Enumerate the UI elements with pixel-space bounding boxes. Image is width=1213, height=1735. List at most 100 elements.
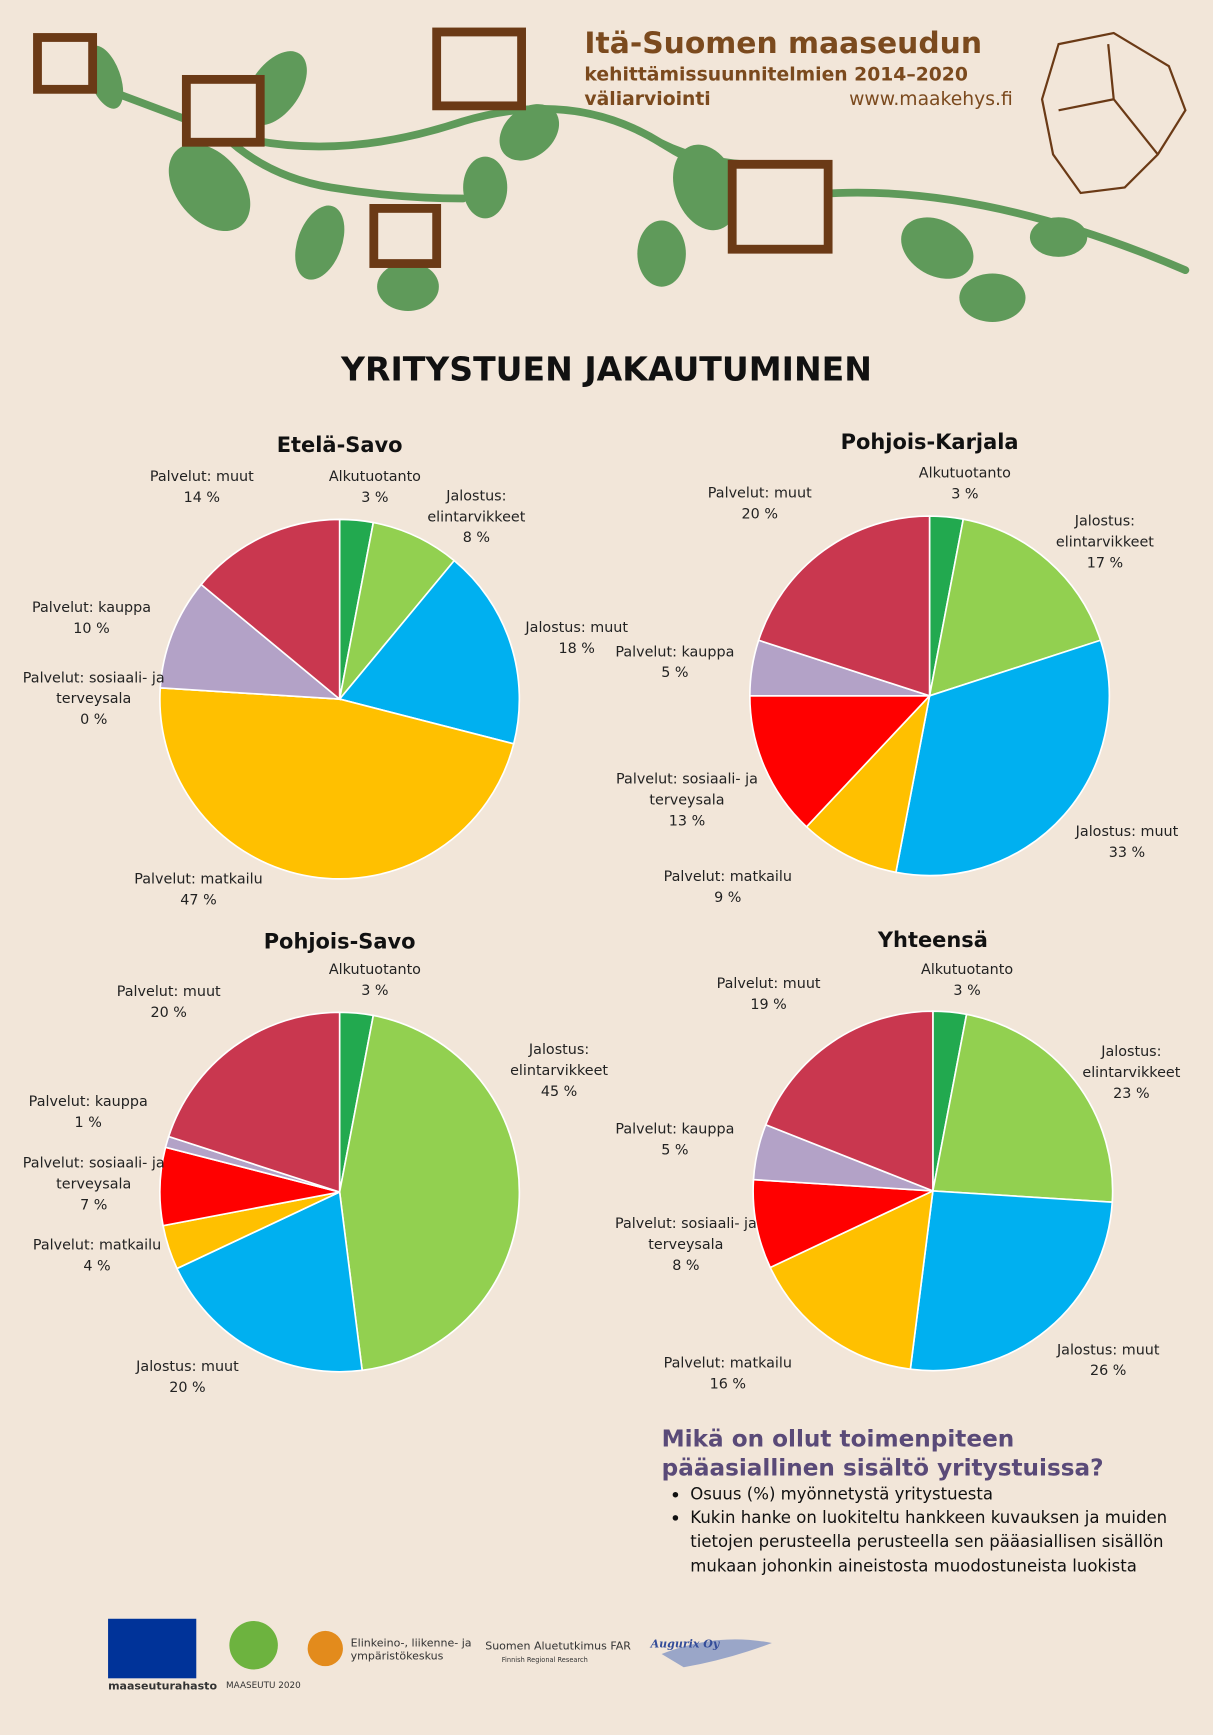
- pie-slice: [338, 1014, 521, 1372]
- value-label: 10 %: [73, 620, 110, 638]
- value-label: 14 %: [183, 489, 221, 507]
- pie-slice: [338, 521, 456, 700]
- slice-label: Palvelut: sosiaali- ja terveysala 8 %: [614, 1215, 757, 1277]
- value-label: 5 %: [661, 664, 689, 682]
- pie-slice: [769, 1189, 934, 1371]
- logo-text: Finnish Regional Research: [501, 1656, 588, 1664]
- main-title: YRITYSTUEN JAKAUTUMINEN: [341, 350, 872, 390]
- pie-slice: [764, 1010, 934, 1193]
- value-label: 18 %: [558, 640, 595, 658]
- value-label: 20 %: [169, 1379, 206, 1397]
- value-label: 3 %: [361, 982, 389, 1000]
- value-label: 8 %: [462, 529, 491, 547]
- value-label: 7 %: [80, 1196, 108, 1214]
- slice-label: Jalostus: elintarvikkeet 23 %: [1076, 1043, 1186, 1105]
- slice-label: Palvelut: sosiaali- ja terveysala 0 %: [22, 669, 165, 731]
- category-label: Palvelut: sosiaali- ja terveysala: [22, 1155, 165, 1193]
- slice-label: Jalostus: muut 33 %: [1055, 823, 1198, 865]
- category-label: Alkutuotanto: [328, 468, 421, 486]
- pie-slice: [894, 639, 1111, 877]
- category-label: Jalostus: elintarvikkeet: [1055, 513, 1154, 551]
- pie-title: Etelä-Savo: [276, 433, 403, 458]
- category-label: Palvelut: kauppa: [615, 1121, 735, 1139]
- value-label: 26 %: [1090, 1362, 1127, 1380]
- slice-label: Jalostus: elintarvikkeet 45 %: [504, 1041, 614, 1103]
- note-list: Osuus (%) myönnetystä yritystuesta Kukin…: [662, 1483, 1191, 1579]
- slice-label: Alkutuotanto 3 %: [303, 961, 446, 1003]
- pie-slice: [159, 686, 515, 880]
- category-label: Palvelut: sosiaali- ja terveysala: [616, 771, 758, 809]
- value-label: 20 %: [741, 506, 778, 523]
- pie-slice: [909, 1190, 1114, 1372]
- pie-title: Pohjois-Savo: [263, 929, 416, 954]
- category-label: Jalostus: elintarvikkeet: [1082, 1043, 1181, 1082]
- note-bullet: Osuus (%) myönnetystä yritystuesta: [690, 1483, 1191, 1507]
- value-label: 16 %: [709, 1376, 746, 1393]
- logo-text: Augurix Oy: [650, 1638, 720, 1651]
- slice-label: Palvelut: matkailu 4 %: [25, 1236, 168, 1278]
- pie-slice: [159, 583, 343, 701]
- slice-label: Palvelut: sosiaali- ja terveysala 13 %: [615, 770, 758, 832]
- category-label: Jalostus: muut: [525, 619, 628, 637]
- category-label: Alkutuotanto: [918, 465, 1011, 483]
- slice-label: Palvelut: kauppa 10 %: [20, 599, 163, 641]
- category-label: Palvelut: kauppa: [31, 600, 152, 617]
- category-label: Palvelut: sosiaali- ja terveysala: [614, 1215, 757, 1254]
- slice-label: Palvelut: muut 14 %: [130, 468, 273, 510]
- value-label: 4 %: [83, 1258, 111, 1275]
- category-label: Jalostus: elintarvikkeet: [427, 488, 526, 526]
- pie-slice: [931, 1013, 1114, 1204]
- category-label: Alkutuotanto: [328, 961, 421, 979]
- value-label: 3 %: [361, 489, 389, 507]
- category-label: Palvelut: matkailu: [134, 871, 263, 888]
- category-label: Alkutuotanto: [921, 961, 1014, 979]
- pie-title: Pohjois-Karjala: [840, 430, 1019, 455]
- slice-label: Alkutuotanto 3 %: [893, 464, 1036, 506]
- category-label: Palvelut: muut: [707, 485, 812, 502]
- slice-label: Alkutuotanto 3 %: [895, 961, 1038, 1003]
- slice-label: Palvelut: sosiaali- ja terveysala 7 %: [22, 1154, 165, 1216]
- note-bullet: Kukin hanke on luokiteltu hankkeen kuvau…: [690, 1507, 1191, 1579]
- slice-label: Palvelut: kauppa 1 %: [17, 1093, 160, 1135]
- category-label: Palvelut: matkailu: [663, 869, 792, 886]
- category-label: Palvelut: muut: [716, 976, 821, 993]
- value-label: 45 %: [540, 1083, 578, 1100]
- value-label: 5 %: [661, 1142, 689, 1159]
- slice-label: Jalostus: muut 20 %: [116, 1358, 259, 1400]
- pie-slice: [199, 518, 341, 701]
- logo-text: maaseuturahasto: [108, 1680, 218, 1693]
- slice-label: Palvelut: muut 19 %: [697, 975, 840, 1017]
- category-label: Jalostus: muut: [1075, 823, 1179, 841]
- value-label: 13 %: [668, 813, 706, 830]
- logo-text: MAASEUTU 2020: [226, 1680, 301, 1691]
- category-label: Palvelut: muut: [149, 468, 254, 486]
- category-label: Jalostus: elintarvikkeet: [510, 1041, 609, 1080]
- logo-text: Suomen Aluetutkimus FAR: [485, 1640, 631, 1653]
- slice-label: Jalostus: elintarvikkeet 17 %: [1050, 512, 1160, 574]
- pie-slice: [757, 515, 931, 697]
- category-label: Palvelut: kauppa: [28, 1094, 148, 1111]
- value-label: 3 %: [953, 982, 981, 1000]
- value-label: 1 %: [74, 1114, 102, 1132]
- slice-label: Alkutuotanto 3 %: [303, 468, 446, 510]
- slice-label: Jalostus: muut 18 %: [505, 619, 648, 661]
- category-label: Jalostus: muut: [1056, 1342, 1160, 1359]
- category-label: Palvelut: matkailu: [663, 1355, 792, 1372]
- slice-label: Jalostus: muut 26 %: [1037, 1341, 1180, 1383]
- pie-slice: [928, 518, 1102, 698]
- pie-slice: [338, 559, 521, 745]
- value-label: 17 %: [1086, 555, 1124, 572]
- category-label: Palvelut: matkailu: [32, 1237, 162, 1254]
- note: Mikä on ollut toimenpiteen pääasiallinen…: [662, 1425, 1191, 1579]
- category-label: Jalostus: muut: [136, 1358, 239, 1376]
- slice-label: Palvelut: kauppa 5 %: [603, 1121, 746, 1163]
- header-url: www.maakehys.fi: [849, 88, 1013, 111]
- pie-slice: [752, 1178, 934, 1269]
- slice-label: Jalostus: elintarvikkeet 8 %: [421, 487, 531, 549]
- category-label: Palvelut: sosiaali- ja terveysala: [22, 670, 165, 708]
- value-label: 9 %: [714, 889, 742, 907]
- slice-label: Palvelut: muut 20 %: [97, 983, 240, 1025]
